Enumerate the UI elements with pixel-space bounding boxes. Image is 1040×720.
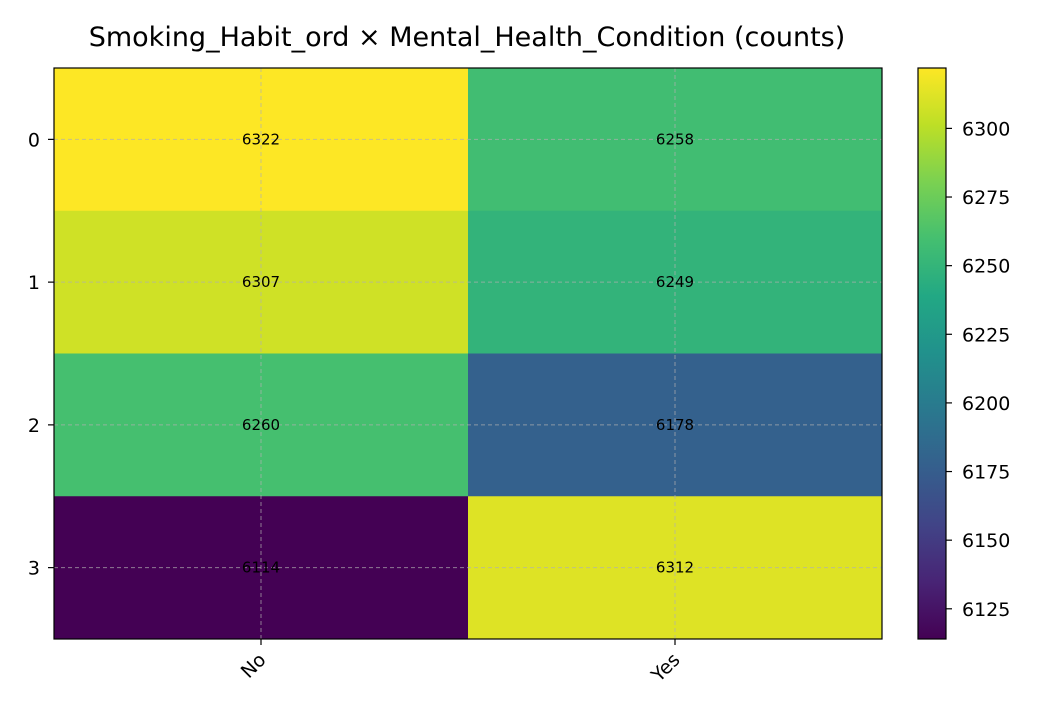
cell-value-label: 6322 [242, 130, 280, 148]
cell-value-label: 6307 [242, 273, 280, 291]
cell-value-label: 6249 [656, 273, 694, 291]
colorbar-tick-label: 6175 [962, 462, 1010, 484]
grid-lines [54, 68, 882, 639]
plot-frame [53, 67, 883, 640]
y-tick-label: 2 [28, 415, 40, 437]
x-tick-label: Yes [647, 649, 685, 687]
cell-value-label: 6114 [242, 559, 280, 577]
cell-value-label: 6312 [656, 559, 694, 577]
chart-title: Smoking_Habit_ord × Mental_Health_Condit… [89, 22, 846, 53]
cell-value-labels: 6322 6258 6307 6249 6260 6178 6114 6312 [242, 130, 694, 576]
colorbar-tick-label: 6250 [962, 256, 1010, 278]
y-tick-label: 3 [28, 558, 40, 580]
x-axis: No Yes [237, 639, 685, 687]
colorbar-tick-label: 6275 [962, 187, 1010, 209]
heatmap-cells [54, 68, 883, 640]
cell-value-label: 6178 [656, 416, 694, 434]
colorbar-tick-label: 6225 [962, 324, 1010, 346]
colorbar-tick-label: 6200 [962, 393, 1010, 415]
y-tick-label: 0 [28, 129, 40, 151]
colorbar-tick-label: 6150 [962, 530, 1010, 552]
colorbar-ticks: 6125 6150 6175 6200 6225 6250 6275 6300 [946, 118, 1010, 621]
y-axis: 0 1 2 3 [28, 129, 54, 580]
cell-value-label: 6260 [242, 416, 280, 434]
colorbar: 6125 6150 6175 6200 6225 6250 6275 6300 [917, 67, 1010, 640]
colorbar-gradient [917, 67, 947, 640]
cell-value-label: 6258 [656, 130, 694, 148]
x-tick-label: No [237, 649, 271, 683]
colorbar-tick-label: 6300 [962, 118, 1010, 140]
colorbar-tick-label: 6125 [962, 599, 1010, 621]
y-tick-label: 1 [28, 272, 40, 294]
